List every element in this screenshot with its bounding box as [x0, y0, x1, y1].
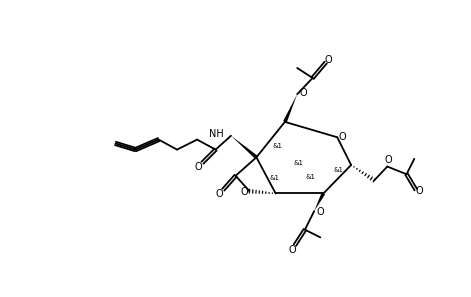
Text: &1: &1 [269, 175, 279, 181]
Text: O: O [384, 155, 392, 165]
Text: O: O [216, 189, 223, 199]
Text: &1: &1 [272, 143, 282, 149]
Text: O: O [240, 187, 248, 197]
Text: O: O [416, 186, 423, 196]
Text: O: O [195, 162, 203, 172]
Text: O: O [339, 132, 347, 141]
Polygon shape [314, 192, 325, 211]
Text: NH: NH [209, 129, 223, 139]
Text: O: O [300, 89, 307, 98]
Polygon shape [283, 94, 297, 123]
Text: O: O [288, 245, 296, 255]
Text: &1: &1 [294, 160, 304, 166]
Text: O: O [317, 207, 324, 217]
Text: O: O [325, 55, 333, 64]
Text: &1: &1 [305, 173, 315, 180]
Text: &1: &1 [334, 168, 344, 173]
Polygon shape [231, 136, 258, 159]
